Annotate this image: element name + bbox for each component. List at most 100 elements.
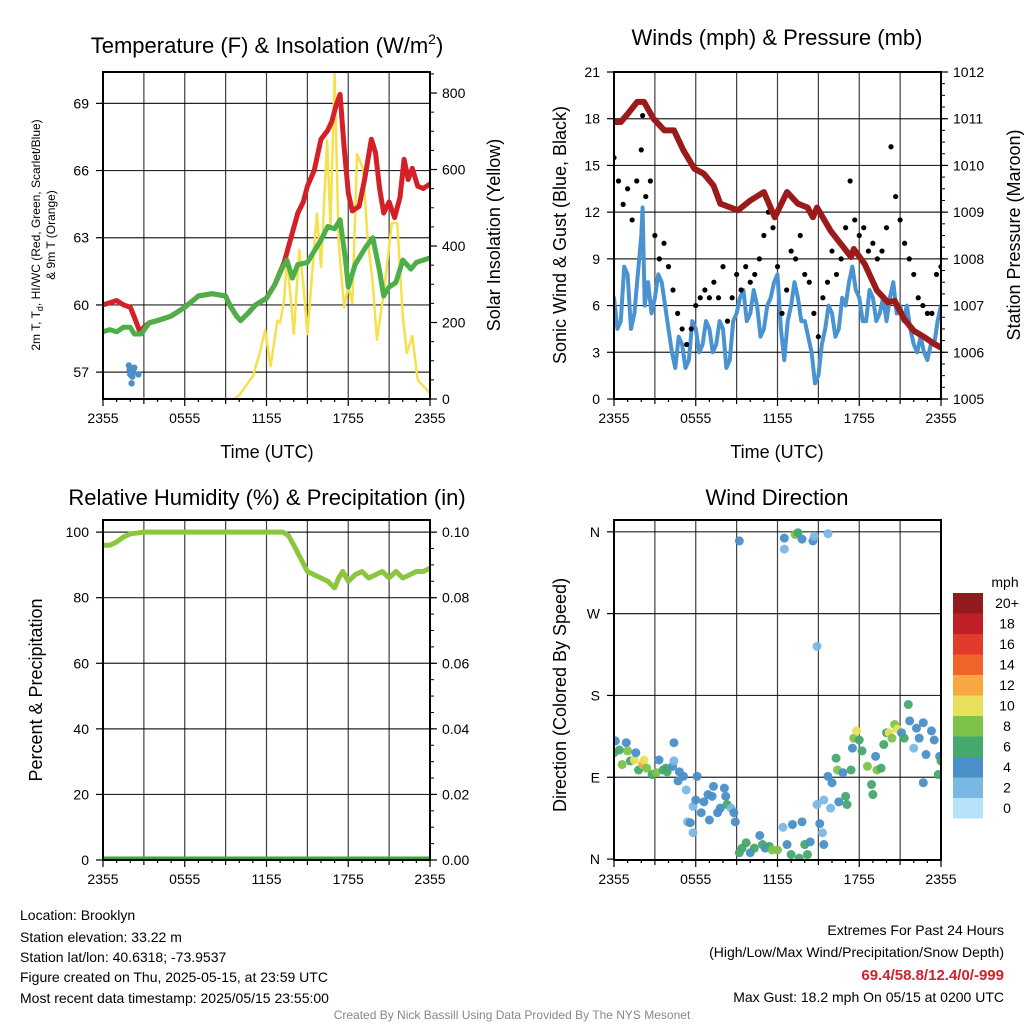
wind-direction-point — [741, 838, 751, 848]
y2-tick-label: 0.02 — [442, 786, 469, 802]
wind-y-axis-label: Sonic Wind & Gust (Blue, Black) — [550, 106, 570, 364]
wind-direction-point — [681, 785, 691, 795]
gust-point — [720, 264, 726, 270]
humidity-chart: 2355 0555 1155 1755 2355 0 20 40 60 80 100 0.00 0.02… — [66, 519, 469, 887]
gust-point — [906, 256, 912, 262]
y2-tick-label: 1005 — [953, 391, 984, 407]
gust-point — [738, 287, 744, 293]
x-tick-label: 2355 — [87, 871, 118, 887]
y2-tick-label: 0.08 — [442, 590, 469, 606]
gust-point — [675, 310, 681, 316]
legend-label: 6 — [1003, 739, 1011, 755]
legend-swatch — [953, 695, 983, 716]
x-tick-label: 0555 — [680, 871, 711, 887]
wind-direction-point — [749, 843, 759, 853]
gust-point — [743, 264, 749, 270]
y2-tick-label: 1006 — [953, 344, 984, 360]
wind-direction-point — [921, 750, 931, 760]
wind-direction-point — [854, 735, 864, 745]
wind-direction-point — [802, 850, 812, 860]
legend-label: 14 — [999, 657, 1015, 673]
station-location: Location: Brooklyn — [20, 907, 135, 923]
gust-point — [784, 287, 790, 293]
wind-chill-point — [135, 371, 142, 378]
gust-point — [747, 279, 753, 285]
wind-speed-legend: mph 0 2 4 6 8 10 12 14 16 18 20+ — [953, 574, 1019, 819]
wind-direction-point — [651, 768, 661, 778]
y2-tick-label: 600 — [442, 162, 466, 178]
x-tick-label: 2355 — [598, 871, 629, 887]
gust-point — [702, 287, 708, 293]
gust-point — [688, 326, 694, 332]
wind-direction-point — [642, 763, 652, 773]
gust-point — [752, 271, 758, 278]
y-tick-label: N — [590, 851, 600, 867]
gust-point — [856, 232, 862, 239]
gust-point — [838, 256, 844, 262]
wind-direction-point — [662, 767, 672, 777]
wind-direction-point — [887, 733, 897, 743]
temperature-chart-title: Temperature (F) & Insolation (W/m2) — [91, 31, 444, 58]
wind-direction-point — [797, 817, 807, 827]
wind-direction-point — [817, 828, 827, 838]
gust-point — [779, 310, 785, 316]
y-tick-label: 60 — [73, 297, 89, 313]
wind-direction-point — [779, 533, 789, 543]
wind-direction-point — [867, 780, 877, 790]
wind-direction-point — [914, 733, 924, 743]
gust-point — [933, 271, 940, 278]
gust-point — [879, 248, 885, 254]
x-tick-label: 1155 — [762, 410, 792, 426]
legend-swatch — [953, 675, 983, 696]
gust-point — [883, 225, 890, 231]
station-pressure-line — [614, 98, 941, 351]
wind-direction-point — [831, 753, 841, 763]
gust-point — [897, 217, 903, 223]
gust-point — [874, 256, 880, 262]
wind-direction-point — [755, 830, 765, 840]
y2-tick-label: 800 — [442, 85, 466, 101]
gust-point — [665, 264, 672, 270]
wind-direction-point — [933, 770, 941, 780]
most-recent-timestamp: Most recent data timestamp: 2025/05/15 2… — [20, 990, 329, 1006]
gust-point — [788, 248, 794, 254]
y-tick-label: S — [591, 687, 600, 703]
gust-point — [724, 318, 731, 324]
wind-direction-point — [734, 536, 744, 546]
x-tick-label: 0555 — [169, 871, 200, 887]
gust-point — [670, 287, 676, 293]
gust-point — [770, 225, 776, 231]
station-elevation: Station elevation: 33.22 m — [20, 929, 182, 945]
wind-direction-point — [719, 783, 729, 793]
legend-swatch — [953, 593, 983, 614]
y-tick-label: W — [587, 606, 601, 622]
max-gust: Max Gust: 18.2 mph On 05/15 at 0200 UTC — [733, 989, 1004, 1005]
y-tick-label: 12 — [584, 204, 600, 220]
wind-direction-point — [826, 803, 836, 813]
legend-label: 0 — [1003, 800, 1011, 816]
wind-direction-point — [879, 740, 889, 750]
y-tick-label: 20 — [73, 786, 89, 802]
wind-direction-point — [654, 755, 664, 765]
gust-point — [679, 326, 685, 332]
y-tick-label: 3 — [592, 344, 600, 360]
wind-direction-point — [827, 778, 837, 788]
wind-direction-point — [871, 751, 881, 761]
gust-point — [638, 147, 644, 153]
extremes-title: Extremes For Past 24 Hours — [827, 922, 1004, 938]
y-tick-label: 66 — [73, 163, 89, 179]
gust-point — [620, 201, 626, 207]
gust-point — [870, 240, 876, 246]
sonic-wind-line — [614, 205, 941, 386]
legend-swatch — [953, 798, 983, 819]
y2-tick-label: 0.00 — [442, 852, 469, 868]
wind-direction-point — [819, 840, 829, 850]
x-tick-label: 1755 — [333, 410, 364, 426]
y-tick-label: 15 — [584, 157, 600, 173]
y2-tick-label: 1011 — [953, 111, 983, 127]
y-tick-label: 0 — [592, 391, 600, 407]
wind-direction-point — [623, 746, 633, 756]
wind-direction-point — [809, 531, 819, 541]
gust-point — [697, 295, 703, 301]
